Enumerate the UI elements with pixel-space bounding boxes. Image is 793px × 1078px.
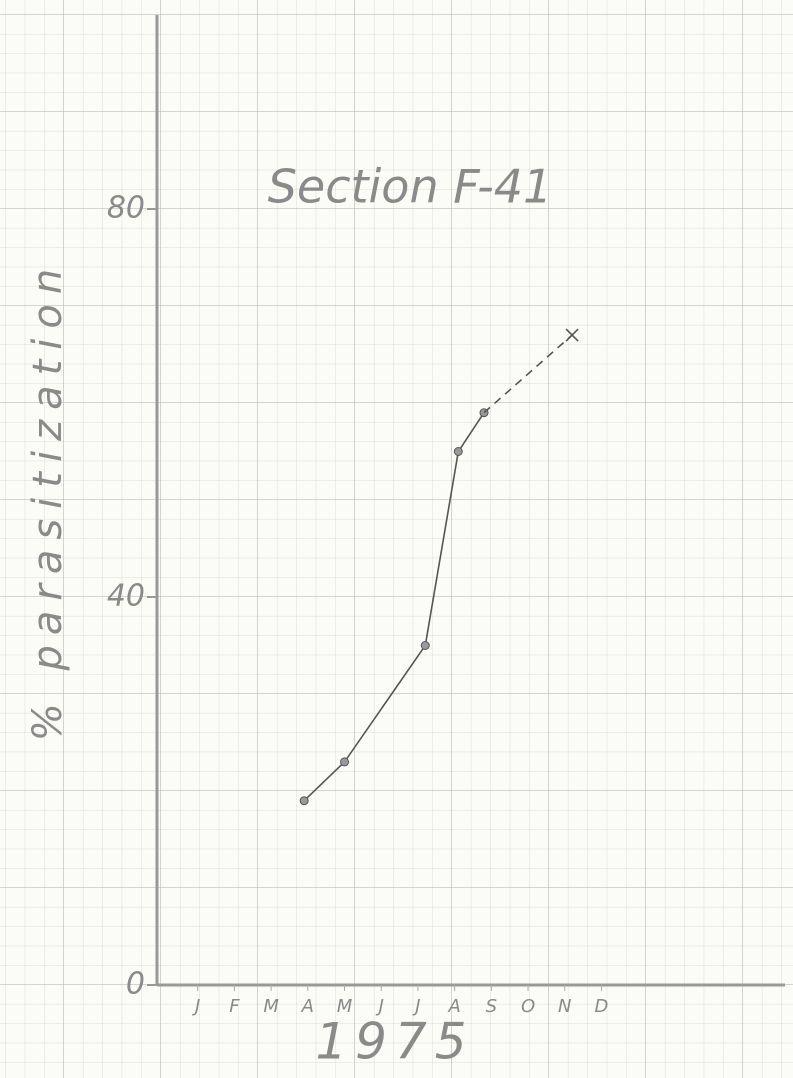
point	[340, 757, 350, 767]
x-tick-label: N	[558, 996, 571, 1017]
x-tick-label: A	[301, 996, 314, 1017]
x-tick-label: O	[521, 996, 535, 1017]
y-tick-label: 0	[126, 967, 145, 1002]
y-tick-label: 80	[107, 191, 145, 226]
x-tick-label: F	[229, 996, 240, 1017]
x-tick-label: D	[595, 996, 609, 1017]
x-tick-label: J	[412, 996, 420, 1017]
point	[299, 796, 309, 806]
x-tick-label: J	[192, 996, 200, 1017]
point-cross	[565, 328, 579, 342]
point	[420, 641, 430, 650]
x-axis-label: 1975	[315, 1013, 474, 1071]
x-tick-label: J	[376, 996, 384, 1017]
x-tick-label: M	[337, 996, 353, 1017]
x-tick-label: S	[486, 996, 497, 1017]
chart-title: Section F-41	[268, 160, 553, 214]
x-tick-label: A	[447, 996, 460, 1017]
series-line	[483, 334, 573, 414]
y-axis-label: % parasitization	[25, 259, 71, 741]
point	[453, 447, 463, 456]
x-tick-label: M	[263, 996, 279, 1017]
y-tick-label: 40	[107, 579, 145, 614]
